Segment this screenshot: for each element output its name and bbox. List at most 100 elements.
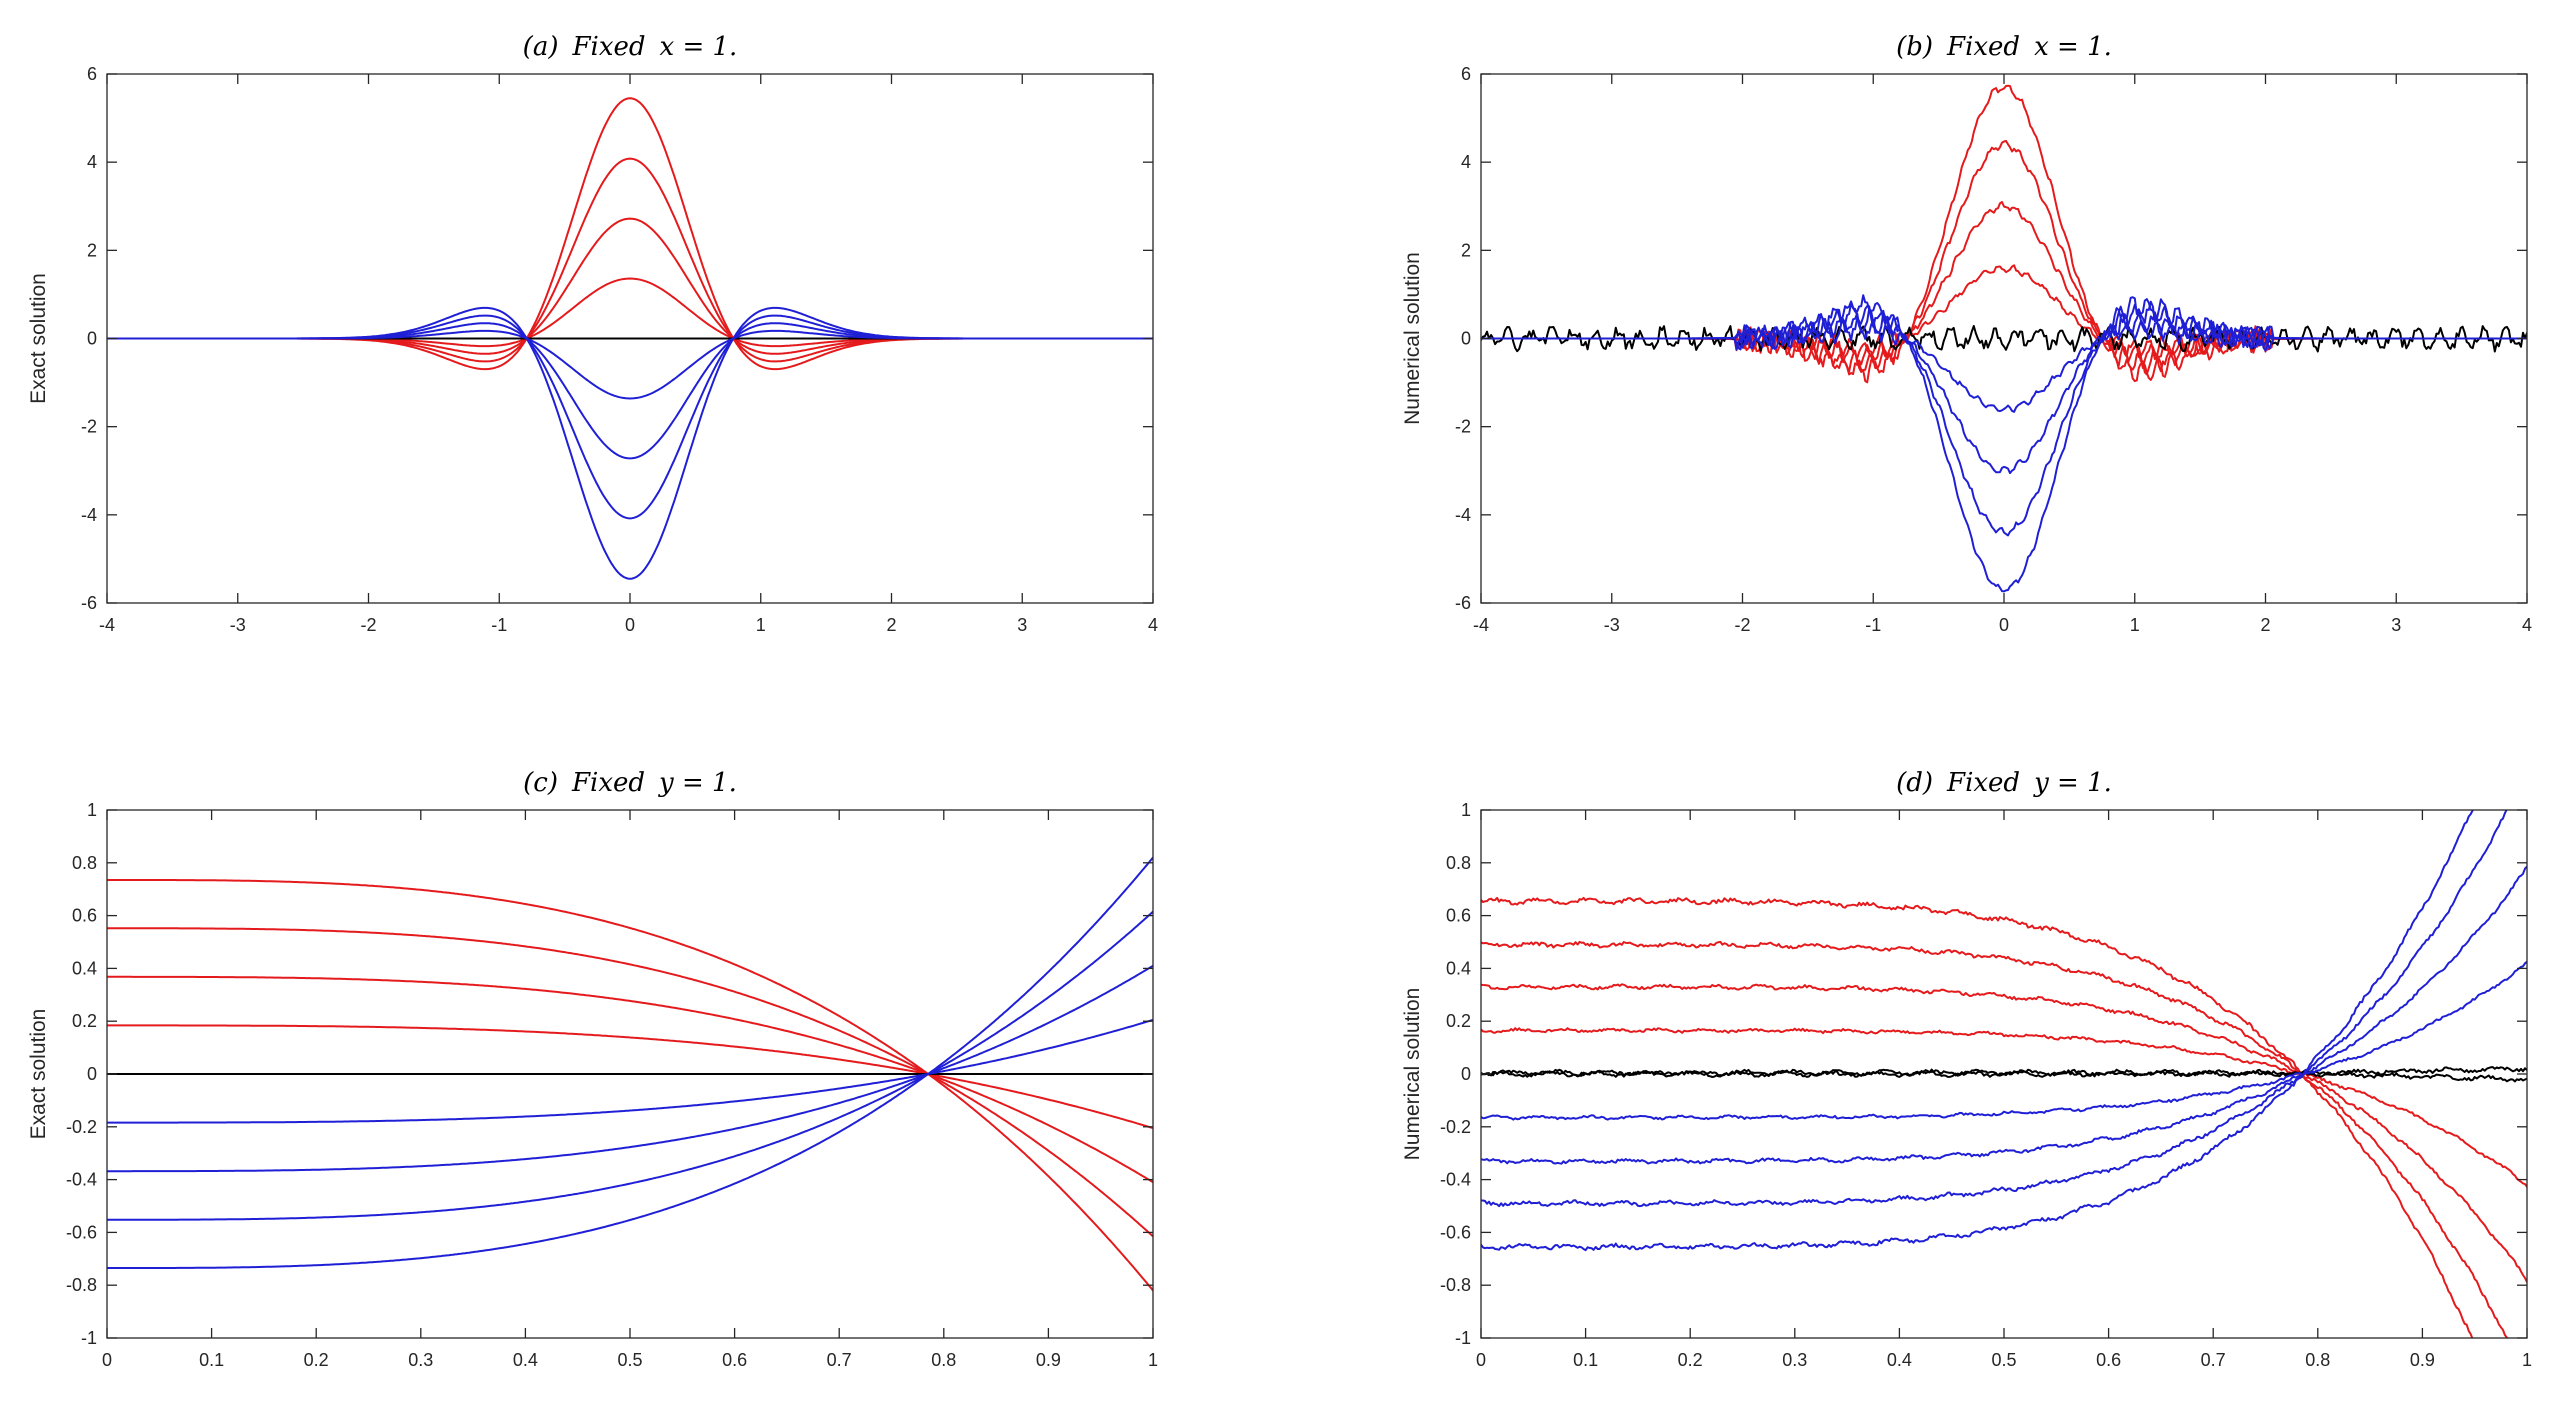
x-tick-label: 2 bbox=[886, 615, 896, 635]
y-tick-label: -6 bbox=[1455, 593, 1471, 613]
x-tick-label: 1 bbox=[2522, 1350, 2532, 1370]
chart-title: (d) Fixed y = 1. bbox=[1896, 768, 2112, 798]
y-tick-label: 0.6 bbox=[72, 906, 97, 926]
x-tick-label: 1 bbox=[1148, 1350, 1158, 1370]
series-red-3 bbox=[1481, 201, 2527, 369]
title-equation: x = 1. bbox=[2034, 32, 2112, 62]
series-red-2 bbox=[107, 927, 1153, 1238]
x-tick-label: 0 bbox=[1476, 1350, 1486, 1370]
y-tick-label: 2 bbox=[1461, 240, 1471, 260]
series-red-4 bbox=[1481, 1027, 2527, 1188]
y-axis-label: Numerical solution bbox=[1401, 988, 1424, 1161]
series-black bbox=[1481, 324, 2527, 353]
x-tick-label: -2 bbox=[1734, 615, 1750, 635]
y-tick-label: 4 bbox=[1461, 152, 1471, 172]
chart-title: (a) Fixed x = 1. bbox=[523, 32, 738, 62]
series-red-1 bbox=[107, 97, 1153, 371]
series-blue-4 bbox=[1481, 810, 2474, 1252]
y-tick-label: -0.4 bbox=[1440, 1170, 1471, 1190]
chart-c: 0 0.1 0.2 0.3 0.4 0.5 0.6 0.7 0.8 0.9 1 1 0.8 0.6 0.4 0… bbox=[27, 768, 1158, 1370]
y-tick-label: -2 bbox=[1455, 417, 1471, 437]
title-word: Fixed bbox=[571, 32, 645, 62]
y-axis-label: Exact solution bbox=[27, 273, 50, 404]
series-red-3 bbox=[1481, 983, 2527, 1283]
series-blue-1 bbox=[107, 1018, 1153, 1124]
y-tick-label: -4 bbox=[81, 505, 97, 525]
series-red-1 bbox=[107, 879, 1153, 1292]
series-blue-3 bbox=[1481, 810, 2508, 1208]
title-equation: y = 1. bbox=[658, 768, 737, 798]
series-group bbox=[107, 856, 1153, 1292]
series-blue-2 bbox=[107, 964, 1153, 1173]
x-tick-label: 0.5 bbox=[617, 1350, 642, 1370]
series-blue-2 bbox=[107, 322, 1153, 460]
y-tick-label: 0.8 bbox=[72, 853, 97, 873]
series-blue-4 bbox=[1481, 294, 2527, 593]
y-tick-label: 0 bbox=[87, 1064, 97, 1084]
title-prefix: (a) bbox=[523, 32, 559, 62]
title-equation: y = 1. bbox=[2033, 768, 2112, 798]
chart-title: (c) Fixed y = 1. bbox=[523, 768, 737, 798]
y-tick-label: -6 bbox=[81, 593, 97, 613]
series-red-3 bbox=[107, 975, 1153, 1184]
x-tick-label: 0.8 bbox=[2305, 1350, 2330, 1370]
x-tick-label: 4 bbox=[2522, 615, 2532, 635]
series-blue-4 bbox=[107, 306, 1153, 580]
series-blue-3 bbox=[107, 910, 1153, 1221]
y-tick-label: 6 bbox=[1461, 64, 1471, 84]
series-black-2 bbox=[1481, 1070, 2527, 1083]
chart-title: (b) Fixed x = 1. bbox=[1896, 32, 2112, 62]
y-tick-label: 1 bbox=[87, 800, 97, 820]
x-tick-label: 0.2 bbox=[1678, 1350, 1703, 1370]
y-tick-label: -0.8 bbox=[66, 1275, 97, 1295]
series-blue-1 bbox=[107, 329, 1153, 400]
series-red-2 bbox=[107, 157, 1153, 363]
y-tick-label: 4 bbox=[87, 152, 97, 172]
y-tick-label: -0.2 bbox=[1440, 1117, 1471, 1137]
series-red-4 bbox=[107, 277, 1153, 348]
x-tick-label: 0.9 bbox=[2410, 1350, 2435, 1370]
x-tick-label: 3 bbox=[2391, 615, 2401, 635]
series-blue-1 bbox=[1481, 960, 2527, 1121]
x-tick-label: 4 bbox=[1148, 615, 1158, 635]
y-tick-label: -0.6 bbox=[1440, 1222, 1471, 1242]
series-red-4 bbox=[107, 1024, 1153, 1130]
x-tick-label: 0.6 bbox=[2096, 1350, 2121, 1370]
x-tick-label: -4 bbox=[1473, 615, 1489, 635]
x-tick-label: 0 bbox=[102, 1350, 112, 1370]
x-tick-label: 0.5 bbox=[1991, 1350, 2016, 1370]
title-word: Fixed bbox=[571, 768, 645, 798]
y-tick-label: 0.2 bbox=[1446, 1011, 1471, 1031]
y-tick-label: 1 bbox=[1461, 800, 1471, 820]
x-tick-label: -3 bbox=[230, 615, 246, 635]
y-tick-label: 0.4 bbox=[1446, 958, 1471, 978]
x-tick-label: 0.1 bbox=[1573, 1350, 1598, 1370]
series-red-3 bbox=[107, 217, 1153, 355]
y-tick-label: -1 bbox=[1455, 1328, 1471, 1348]
x-tick-label: -3 bbox=[1604, 615, 1620, 635]
y-tick-label: 0.4 bbox=[72, 958, 97, 978]
x-tick-label: 0.1 bbox=[199, 1350, 224, 1370]
title-word: Fixed bbox=[1946, 768, 2020, 798]
series-group bbox=[1481, 84, 2527, 593]
title-prefix: (b) bbox=[1896, 32, 1933, 62]
title-equation: x = 1. bbox=[660, 32, 738, 62]
y-tick-label: 0 bbox=[1461, 1064, 1471, 1084]
x-tick-label: 0.8 bbox=[931, 1350, 956, 1370]
x-tick-label: 0 bbox=[625, 615, 635, 635]
y-tick-label: -1 bbox=[81, 1328, 97, 1348]
y-tick-label: -2 bbox=[81, 417, 97, 437]
x-tick-label: 0.7 bbox=[827, 1350, 852, 1370]
series-blue-4 bbox=[107, 856, 1153, 1269]
y-tick-label: -4 bbox=[1455, 505, 1471, 525]
x-tick-label: -1 bbox=[1865, 615, 1881, 635]
y-tick-label: 0.2 bbox=[72, 1011, 97, 1031]
chart-d: 0 0.1 0.2 0.3 0.4 0.5 0.6 0.7 0.8 0.9 1 1 0.8 0.6 0.4 0… bbox=[1401, 768, 2532, 1370]
x-tick-label: 0.2 bbox=[304, 1350, 329, 1370]
series-blue-2 bbox=[1481, 865, 2527, 1165]
y-tick-label: -0.6 bbox=[66, 1222, 97, 1242]
y-tick-label: 0.6 bbox=[1446, 906, 1471, 926]
y-tick-label: 2 bbox=[87, 240, 97, 260]
